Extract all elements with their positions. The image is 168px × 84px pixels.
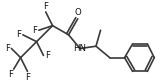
Text: F: F [25,73,30,82]
Text: HN: HN [73,44,86,53]
Text: F: F [45,51,50,60]
Text: F: F [43,2,48,11]
Text: F: F [5,44,10,53]
Text: F: F [8,70,13,79]
Text: F: F [16,30,22,39]
Text: F: F [32,26,37,35]
Text: O: O [75,8,82,17]
